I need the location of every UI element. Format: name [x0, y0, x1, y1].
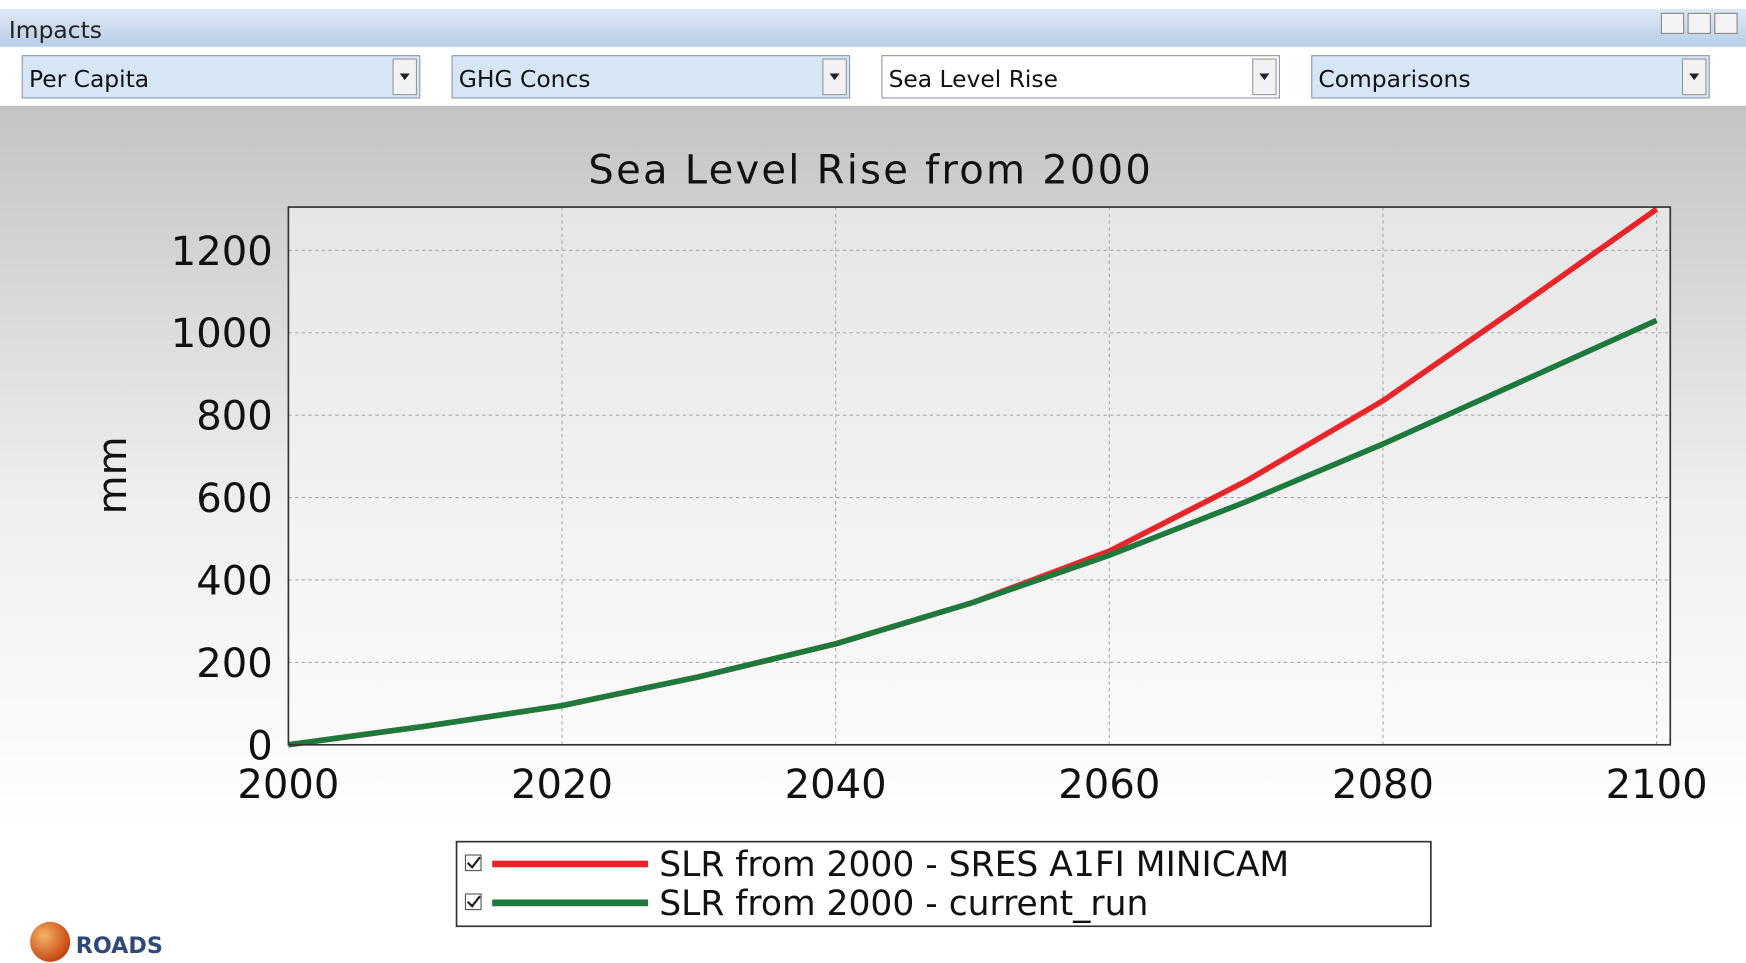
dropdown-label[interactable]: GHG Concs	[459, 65, 591, 93]
dropdown[interactable]: Sea Level Rise	[881, 55, 1280, 99]
legend-checkbox[interactable]	[464, 854, 482, 872]
title-bar	[0, 8, 1746, 47]
y-tick-label: 400	[196, 558, 273, 604]
dropdown[interactable]: Comparisons	[1311, 55, 1710, 99]
x-tick-label: 2080	[1332, 762, 1434, 808]
logo-text: ROADS	[76, 933, 163, 959]
close[interactable]	[1714, 12, 1738, 34]
y-tick-label: 1000	[171, 311, 273, 357]
dropdown-label[interactable]: Sea Level Rise	[889, 65, 1058, 93]
x-tick-label: 2060	[1058, 762, 1160, 808]
minimize[interactable]	[1660, 12, 1685, 34]
series-line	[288, 317, 1658, 748]
window-title: Impacts	[9, 16, 102, 44]
dropdown-box[interactable]	[21, 55, 421, 99]
dropdown-box[interactable]	[881, 55, 1280, 99]
legend-checkbox[interactable]	[464, 893, 482, 911]
chart-title: Sea Level Rise from 2000	[588, 148, 1153, 194]
dropdown[interactable]: Per Capita	[21, 55, 421, 99]
legend-label: SLR from 2000 - SRES A1FI MINICAM	[659, 845, 1289, 885]
logo-icon	[30, 921, 71, 962]
dropdown[interactable]: GHG Concs	[451, 55, 851, 99]
legend-label: SLR from 2000 - current_run	[659, 884, 1148, 924]
dropdown-box[interactable]	[451, 55, 851, 99]
y-tick-label: 800	[196, 394, 273, 440]
legend-check	[466, 856, 481, 869]
x-tick-label: 2020	[511, 762, 613, 808]
dropdown-box[interactable]	[1311, 55, 1710, 99]
maximize[interactable]	[1687, 12, 1711, 34]
x-tick-label: 2040	[785, 762, 887, 808]
plot-border	[287, 206, 1672, 746]
y-tick-label: 0	[247, 723, 273, 769]
x-tick-label: 2100	[1606, 762, 1708, 808]
x-tick-label: 2000	[237, 762, 339, 808]
y-tick-label: 1200	[171, 229, 273, 275]
dropdown-arrow	[829, 73, 840, 81]
dropdown-arrow	[399, 73, 410, 81]
legend	[455, 840, 1432, 928]
dropdown-arrow	[1689, 73, 1700, 81]
y-tick-label: 200	[196, 641, 273, 687]
dropdown-label[interactable]: Per Capita	[29, 65, 149, 93]
window-controls[interactable]	[1660, 12, 1738, 34]
dropdown-label[interactable]: Comparisons	[1318, 65, 1470, 93]
legend-check	[466, 895, 481, 908]
y-axis-label: mm	[90, 436, 136, 514]
plot-area	[288, 207, 1671, 745]
dropdown-arrow	[1259, 73, 1270, 81]
y-tick-label: 600	[196, 476, 273, 522]
